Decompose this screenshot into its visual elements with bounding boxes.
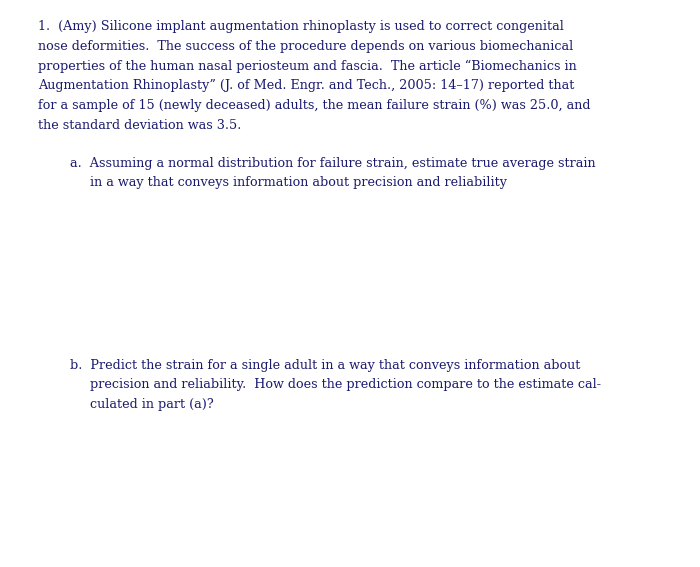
Text: nose deformities.  The success of the procedure depends on various biomechanical: nose deformities. The success of the pro… bbox=[38, 40, 574, 53]
Text: in a way that conveys information about precision and reliability: in a way that conveys information about … bbox=[70, 176, 507, 189]
Text: 1.  (Amy) Silicone implant augmentation rhinoplasty is used to correct congenita: 1. (Amy) Silicone implant augmentation r… bbox=[38, 20, 564, 33]
Text: culated in part (a)?: culated in part (a)? bbox=[70, 398, 214, 411]
Text: precision and reliability.  How does the prediction compare to the estimate cal-: precision and reliability. How does the … bbox=[70, 378, 601, 391]
Text: properties of the human nasal periosteum and fascia.  The article “Biomechanics : properties of the human nasal periosteum… bbox=[38, 60, 577, 73]
Text: the standard deviation was 3.5.: the standard deviation was 3.5. bbox=[38, 119, 242, 132]
Text: b.  Predict the strain for a single adult in a way that conveys information abou: b. Predict the strain for a single adult… bbox=[70, 358, 580, 371]
Text: Augmentation Rhinoplasty” (J. of Med. Engr. and Tech., 2005: 14–17) reported tha: Augmentation Rhinoplasty” (J. of Med. En… bbox=[38, 79, 575, 92]
Text: for a sample of 15 (newly deceased) adults, the mean failure strain (%) was 25.0: for a sample of 15 (newly deceased) adul… bbox=[38, 99, 591, 112]
Text: a.  Assuming a normal distribution for failure strain, estimate true average str: a. Assuming a normal distribution for fa… bbox=[70, 156, 596, 170]
